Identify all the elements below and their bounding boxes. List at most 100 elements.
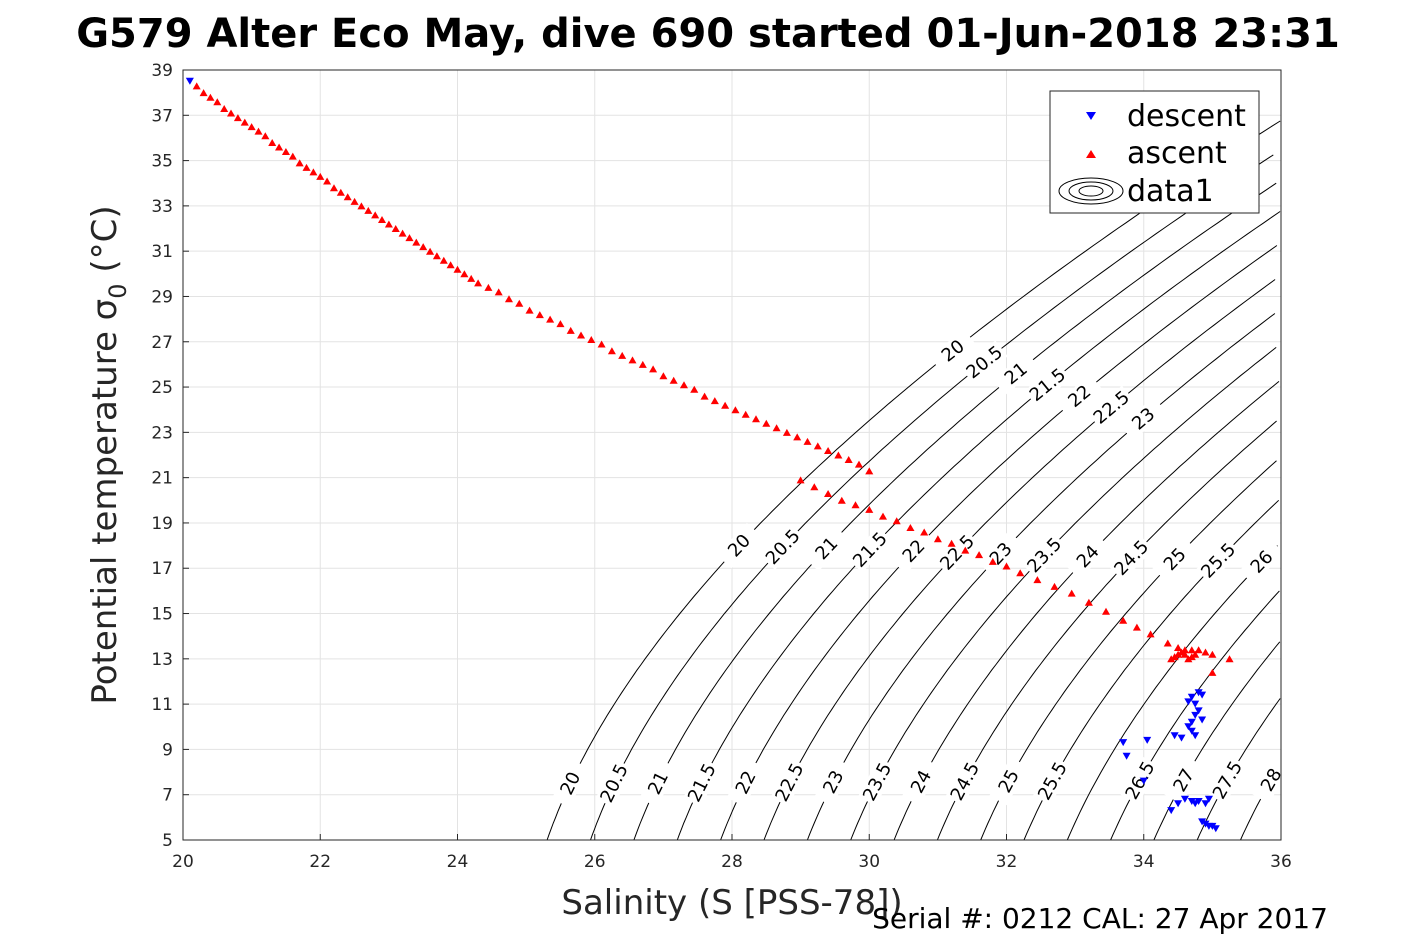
- density-contours: [546, 120, 1281, 841]
- ascent-point: [628, 356, 637, 364]
- y-axis-label: Potential temperature σ0 (°C): [85, 205, 132, 704]
- ascent-point: [467, 274, 476, 282]
- ascent-point: [813, 442, 822, 450]
- descent-series: [185, 77, 1220, 833]
- y-tick-label: 15: [151, 605, 173, 625]
- ascent-point: [419, 243, 428, 251]
- contour-label-background: [1033, 756, 1072, 806]
- ascent-point: [1208, 650, 1217, 658]
- x-axis-label: Salinity (S [PSS-78]): [561, 883, 902, 923]
- contour-label-background: [716, 522, 762, 569]
- ascent-point: [892, 517, 901, 525]
- ascent-point: [1225, 655, 1234, 663]
- ascent-point: [357, 202, 366, 210]
- ascent-point: [494, 288, 503, 296]
- ascent-point: [710, 397, 719, 405]
- ascent-point: [803, 437, 812, 445]
- ascent-point: [426, 247, 435, 255]
- ascent-point: [837, 496, 846, 504]
- ascent-point: [453, 265, 462, 273]
- ascent-point: [432, 252, 441, 260]
- ascent-point: [1174, 644, 1183, 651]
- contour-label-background: [1108, 535, 1154, 581]
- descent-point: [1191, 800, 1200, 808]
- sigma-contour-line: [676, 211, 1281, 841]
- ascent-point: [364, 206, 373, 214]
- ascent-point: [947, 539, 956, 547]
- ascent-point: [741, 410, 750, 418]
- ascent-point: [618, 351, 627, 359]
- ascent-point: [288, 152, 297, 160]
- descent-point: [1122, 752, 1131, 760]
- descent-point: [1198, 691, 1207, 699]
- x-tick-label: 26: [584, 852, 606, 872]
- x-tick-label: 24: [447, 852, 469, 872]
- ascent-point: [302, 163, 311, 171]
- serial-calibration-footer: Serial #: 0212 CAL: 27 Apr 2017: [872, 902, 1328, 935]
- ascent-point: [295, 159, 304, 167]
- ascent-point: [1146, 630, 1155, 638]
- sigma-contour-line: [850, 347, 1277, 841]
- contour-label-background: [726, 758, 765, 807]
- y-tick-label: 29: [151, 287, 173, 307]
- ascent-point: [865, 467, 874, 475]
- ascent-point: [824, 490, 833, 497]
- ascent-point: [525, 306, 534, 314]
- ascent-point: [607, 347, 616, 355]
- ascent-point: [1119, 616, 1128, 624]
- contour-label-background: [891, 528, 937, 574]
- contour-label-background: [1021, 532, 1067, 578]
- y-tick-label: 39: [151, 61, 173, 81]
- contour-label-background: [1024, 363, 1071, 407]
- ascent-point: [412, 238, 421, 246]
- ascent-point: [391, 225, 400, 232]
- ascent-point: [371, 211, 380, 219]
- y-tick-label: 17: [151, 559, 173, 579]
- ascent-point: [254, 127, 263, 135]
- y-tick-label: 19: [151, 514, 173, 534]
- contour-label-background: [989, 757, 1029, 806]
- x-tick-label: 28: [721, 852, 743, 872]
- ascent-point: [199, 89, 208, 97]
- contour-label-background: [929, 329, 977, 373]
- ascent-point: [1191, 650, 1200, 658]
- legend-ascent-label: ascent: [1127, 136, 1227, 171]
- ascent-point: [192, 82, 201, 90]
- contour-label-background: [595, 759, 633, 808]
- contour-label-background: [551, 759, 589, 808]
- descent-point: [1167, 807, 1176, 815]
- ascent-point: [439, 256, 448, 264]
- ascent-point: [1084, 598, 1093, 606]
- ascent-point: [638, 360, 647, 368]
- ascent-point: [336, 188, 345, 196]
- ascent-point: [484, 283, 493, 291]
- legend-box: [1049, 90, 1260, 214]
- descent-point: [1194, 798, 1203, 805]
- ascent-point: [535, 311, 544, 319]
- contour-label-background: [1195, 537, 1241, 584]
- ascent-point: [1002, 562, 1011, 570]
- ascent-point: [213, 98, 222, 106]
- descent-marker-icon: [1086, 112, 1096, 120]
- ascent-point: [854, 460, 863, 468]
- ascent-point: [597, 340, 606, 348]
- descent-point: [1198, 818, 1207, 826]
- ascent-point: [1174, 650, 1183, 658]
- ascent-point: [1050, 582, 1059, 590]
- ascent-point: [1194, 646, 1203, 654]
- contour-label-background: [1120, 396, 1167, 441]
- ascent-point: [329, 184, 338, 192]
- legend-descent-label: descent: [1127, 99, 1246, 134]
- contour-label-background: [1088, 385, 1135, 430]
- ascent-point: [240, 118, 249, 126]
- ascent-point: [988, 557, 997, 565]
- ascent-point: [1067, 589, 1076, 597]
- ascent-point: [752, 415, 760, 423]
- descent-point: [1180, 795, 1189, 803]
- ascent-point: [1170, 653, 1179, 661]
- ascent-point: [220, 105, 229, 112]
- y-tick-label: 7: [162, 786, 173, 806]
- legend: descent ascent data1: [1049, 90, 1260, 214]
- sigma-contour-line: [806, 313, 1276, 841]
